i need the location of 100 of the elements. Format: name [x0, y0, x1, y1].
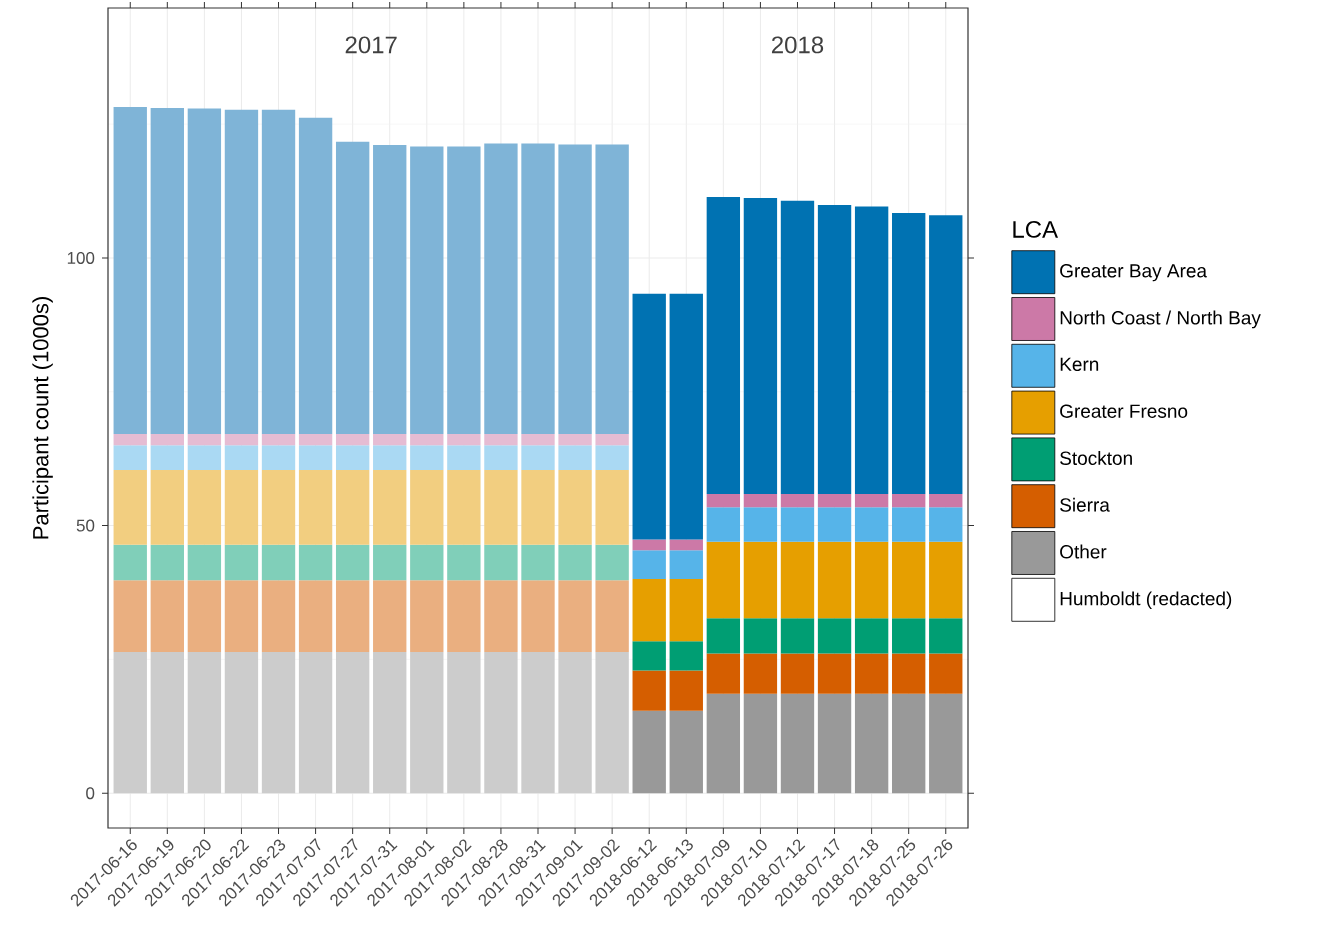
bar	[410, 434, 444, 446]
bar	[113, 445, 147, 470]
bar	[373, 544, 407, 581]
bar	[595, 469, 629, 545]
bar	[669, 670, 703, 711]
bar	[335, 445, 370, 470]
bar	[113, 107, 147, 435]
bar	[261, 469, 296, 545]
bar	[187, 580, 222, 652]
bar	[929, 493, 963, 508]
bar	[817, 507, 852, 542]
bar	[632, 550, 666, 580]
bar	[521, 445, 555, 470]
bar	[224, 434, 259, 446]
bar	[484, 580, 518, 652]
bar	[298, 544, 333, 581]
bar	[817, 541, 852, 619]
legend-label: Greater Bay Area	[1060, 264, 1208, 282]
annotation: 2018	[771, 36, 824, 54]
bar	[187, 469, 222, 545]
bar	[892, 653, 926, 694]
bar	[150, 469, 184, 545]
bar	[410, 544, 444, 581]
bar	[521, 544, 555, 581]
bar	[187, 651, 222, 794]
bar	[929, 507, 963, 542]
bar	[892, 507, 926, 542]
bar	[521, 580, 555, 652]
bar	[929, 693, 963, 794]
bar	[484, 651, 518, 794]
bar	[780, 493, 815, 508]
bar	[373, 580, 407, 652]
bar	[484, 143, 518, 435]
bar	[892, 212, 926, 494]
bar	[892, 493, 926, 508]
bar	[780, 507, 815, 542]
legend-label: Other	[1060, 544, 1107, 559]
bar	[298, 434, 333, 446]
bar	[595, 544, 629, 581]
bar	[484, 544, 518, 581]
bar	[447, 434, 481, 446]
bar	[706, 653, 741, 694]
bar	[113, 651, 147, 794]
bar	[706, 618, 741, 654]
bar	[854, 493, 889, 508]
bar	[373, 145, 407, 435]
bar	[929, 653, 963, 694]
bar	[447, 445, 481, 470]
bar	[706, 196, 741, 494]
bar	[780, 618, 815, 654]
bar	[558, 544, 592, 581]
bar	[558, 651, 592, 794]
legend-label: Sierra	[1060, 497, 1110, 512]
bar	[595, 580, 629, 652]
bar	[929, 215, 963, 494]
bar	[817, 653, 852, 694]
y-tick-label: 50	[76, 519, 95, 532]
bar	[521, 469, 555, 545]
bar	[669, 641, 703, 671]
bar	[892, 541, 926, 619]
bar	[706, 541, 741, 619]
bar	[298, 445, 333, 470]
bar	[113, 469, 147, 545]
bar	[261, 109, 296, 435]
bar	[335, 434, 370, 446]
bar	[929, 618, 963, 654]
bar	[447, 651, 481, 794]
bar	[669, 550, 703, 580]
bar	[558, 144, 592, 435]
legend-label: North Coast / North Bay	[1060, 310, 1261, 329]
bar	[335, 580, 370, 652]
bar	[521, 434, 555, 446]
bar	[335, 141, 370, 435]
annotation: 2017	[345, 36, 397, 54]
bar	[558, 580, 592, 652]
bar	[150, 544, 184, 581]
bar	[854, 618, 889, 654]
bar	[373, 469, 407, 545]
bar	[595, 445, 629, 470]
bar	[780, 541, 815, 619]
bar	[335, 469, 370, 545]
bar	[113, 580, 147, 652]
bar	[558, 469, 592, 545]
bar	[854, 206, 889, 494]
bar	[632, 293, 666, 540]
bar	[373, 434, 407, 446]
bar	[521, 651, 555, 794]
bar	[632, 641, 666, 671]
bar	[817, 204, 852, 494]
bar	[743, 618, 778, 654]
bar	[224, 469, 259, 545]
bar	[261, 651, 296, 794]
legend-label: Kern	[1060, 357, 1099, 372]
bar	[669, 293, 703, 540]
bar	[706, 693, 741, 794]
bar	[558, 445, 592, 470]
bar	[854, 507, 889, 542]
bar	[224, 445, 259, 470]
bar	[150, 580, 184, 652]
bar	[410, 146, 444, 435]
